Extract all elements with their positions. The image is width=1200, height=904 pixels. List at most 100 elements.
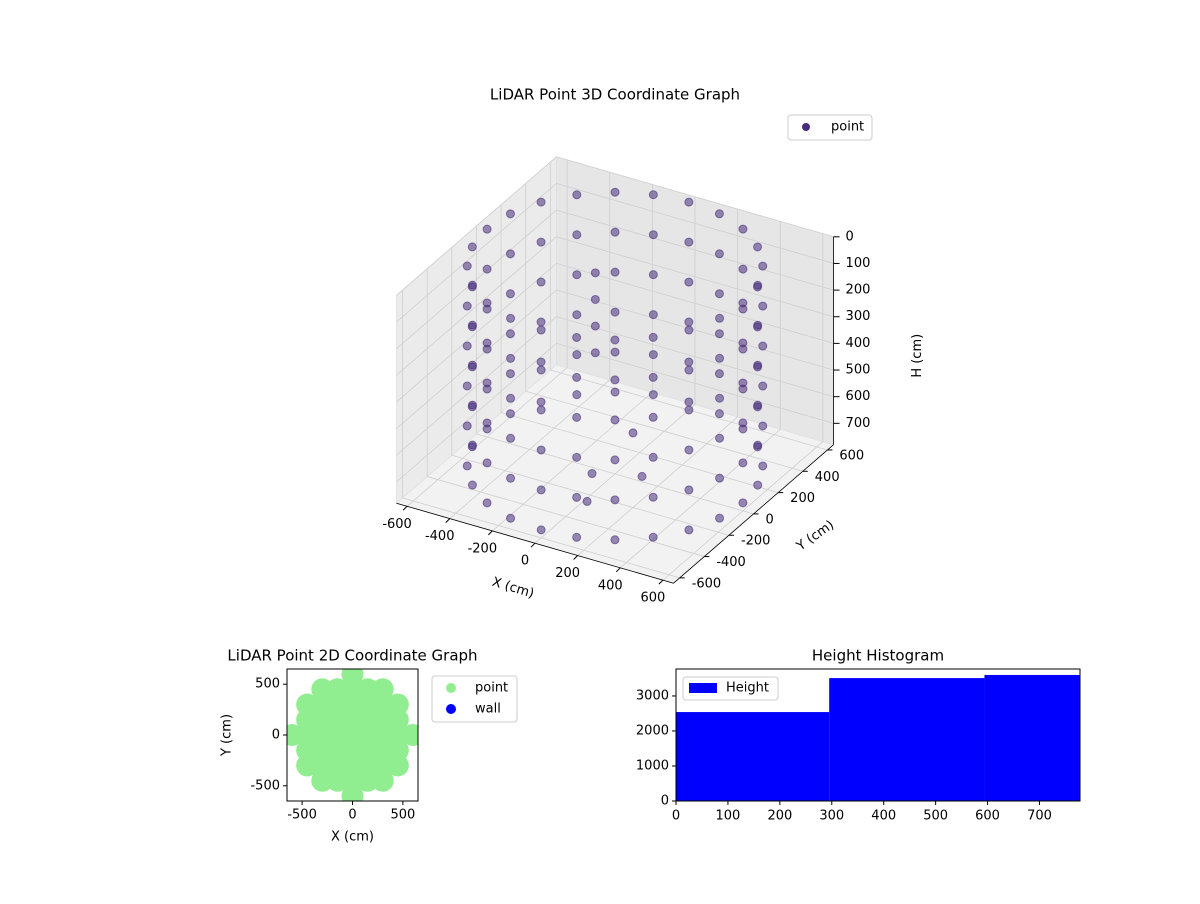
data-point xyxy=(462,461,472,471)
axis-line xyxy=(673,444,834,584)
data-point xyxy=(311,754,334,777)
data-point xyxy=(572,310,582,320)
x-tick-label: 500 xyxy=(923,809,948,824)
data-point xyxy=(753,442,763,452)
x-tick-label: 600 xyxy=(975,809,1000,824)
data-point xyxy=(714,249,724,259)
grid-line xyxy=(556,236,834,318)
data-point xyxy=(482,498,492,508)
legend-box xyxy=(682,676,779,701)
x-tick-label: 0 xyxy=(348,808,356,823)
data-point xyxy=(637,471,647,481)
data-point xyxy=(648,372,658,382)
grid-line xyxy=(396,209,557,349)
data-point xyxy=(356,693,379,716)
y-tick-label: -600 xyxy=(692,576,722,591)
data-point xyxy=(462,381,472,391)
data-point xyxy=(715,433,725,443)
data-point xyxy=(296,739,319,762)
z-tick-label: 0 xyxy=(846,229,854,244)
data-point xyxy=(610,347,620,357)
bar xyxy=(829,678,985,801)
data-point xyxy=(506,313,516,323)
data-point xyxy=(572,492,582,502)
z-tick-label: 700 xyxy=(846,416,871,431)
x-tick-label: 700 xyxy=(1027,809,1052,824)
x-tick-label: 0 xyxy=(672,809,680,824)
data-point xyxy=(738,344,748,354)
grid-line xyxy=(556,289,834,371)
data-point xyxy=(296,693,319,716)
data-point xyxy=(505,369,515,379)
z-tick-label: 600 xyxy=(846,389,871,404)
legend-box xyxy=(787,114,873,141)
y-tick-label: 2000 xyxy=(636,723,669,738)
x-tick xyxy=(402,505,408,511)
data-point xyxy=(482,224,492,234)
data-point xyxy=(753,242,763,252)
data-point xyxy=(648,190,658,200)
grid-line xyxy=(396,316,557,456)
data-point xyxy=(311,769,334,792)
grid-line xyxy=(396,343,557,483)
chart-title: LiDAR Point 2D Coordinate Graph xyxy=(227,647,477,665)
x-tick-label: 500 xyxy=(390,808,415,823)
data-point xyxy=(572,452,582,462)
data-point xyxy=(505,409,515,419)
grid-line xyxy=(402,497,680,579)
data-point xyxy=(758,261,768,271)
data-point xyxy=(536,445,546,455)
data-point xyxy=(467,282,477,292)
data-point xyxy=(572,372,582,382)
data-point xyxy=(371,739,394,762)
x-tick-label: 400 xyxy=(598,578,623,593)
data-point xyxy=(536,277,546,287)
data-point xyxy=(341,708,364,731)
z-tick-label: 200 xyxy=(846,283,871,298)
data-point xyxy=(753,480,763,490)
grid-line xyxy=(396,156,557,296)
x-tick xyxy=(615,567,621,573)
data-point xyxy=(326,754,349,777)
data-point xyxy=(482,424,492,434)
data-point xyxy=(296,708,319,731)
data-point xyxy=(738,458,748,468)
data-point xyxy=(684,325,694,335)
data-point xyxy=(715,313,725,323)
data-point xyxy=(341,769,364,792)
data-point xyxy=(401,724,418,746)
data-point xyxy=(758,421,768,431)
data-point xyxy=(326,769,349,792)
x-tick-label: -200 xyxy=(468,541,498,556)
data-point xyxy=(505,249,515,259)
grid-line xyxy=(556,209,834,291)
data-point xyxy=(356,708,379,731)
data-point xyxy=(536,397,546,407)
data-point xyxy=(371,724,394,746)
data-point xyxy=(714,289,724,299)
data-point xyxy=(610,495,620,505)
data-point xyxy=(467,402,477,412)
x-tick-label: 600 xyxy=(640,591,665,606)
data-point xyxy=(590,348,600,358)
data-point xyxy=(684,525,694,535)
data-point xyxy=(326,678,349,701)
x-tick-label: -600 xyxy=(382,517,412,532)
y-tick-label: -400 xyxy=(716,555,746,570)
y-tick-label: 1000 xyxy=(636,758,669,773)
x-tick-label: -500 xyxy=(287,808,317,823)
grid-line xyxy=(427,476,705,557)
y-tick-label: 400 xyxy=(815,470,840,485)
data-point xyxy=(758,381,768,391)
grid-line xyxy=(451,454,730,536)
x-tick-label: 400 xyxy=(871,809,896,824)
data-point xyxy=(506,473,516,483)
data-point xyxy=(482,458,492,468)
y-axis-label: Y (cm) xyxy=(793,518,837,555)
data-point xyxy=(536,325,546,335)
data-point xyxy=(341,739,364,762)
legend-marker xyxy=(802,123,810,131)
grid-line xyxy=(525,390,803,472)
grid-line xyxy=(556,316,834,398)
